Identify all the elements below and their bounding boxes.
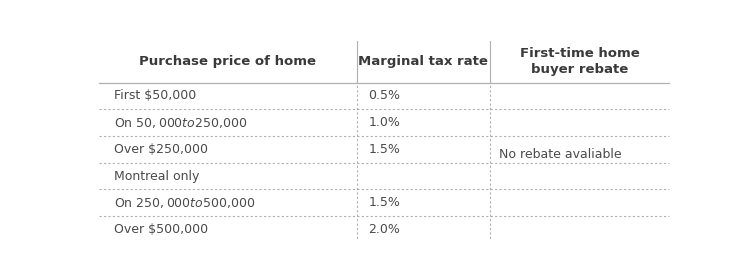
Text: 1.5%: 1.5%: [368, 196, 400, 209]
Text: Over $500,000: Over $500,000: [114, 223, 208, 236]
Text: 1.5%: 1.5%: [368, 143, 400, 156]
Text: No rebate avaliable: No rebate avaliable: [499, 148, 622, 161]
Text: Marginal tax rate: Marginal tax rate: [359, 55, 489, 68]
Text: Montreal only: Montreal only: [114, 170, 199, 183]
Text: 0.5%: 0.5%: [368, 89, 400, 102]
Text: 2.0%: 2.0%: [368, 223, 400, 236]
Text: First $50,000: First $50,000: [114, 89, 196, 102]
Text: Over $250,000: Over $250,000: [114, 143, 208, 156]
Text: On $50,000 to $250,000: On $50,000 to $250,000: [114, 116, 247, 130]
Text: Purchase price of home: Purchase price of home: [140, 55, 317, 68]
Text: 1.0%: 1.0%: [368, 116, 400, 129]
Text: First-time home
buyer rebate: First-time home buyer rebate: [520, 47, 639, 76]
Text: On $250,000 to $500,000: On $250,000 to $500,000: [114, 196, 255, 210]
